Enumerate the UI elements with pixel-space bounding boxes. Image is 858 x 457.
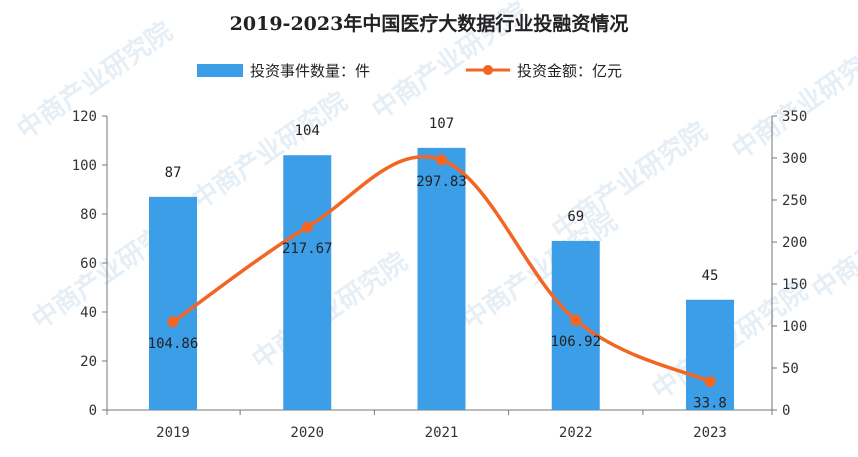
y-left-tick-label: 0	[89, 403, 97, 419]
line-value-label: 33.8	[693, 396, 727, 412]
line-value-label: 106.92	[550, 334, 601, 350]
y-right-tick-label: 50	[782, 361, 799, 377]
line-point	[167, 316, 179, 328]
line-point	[301, 221, 313, 233]
legend: 投资事件数量：件 投资金额：亿元	[197, 62, 622, 80]
bar-value-label: 87	[165, 165, 182, 181]
y-right-tick-label: 300	[782, 151, 807, 167]
y-right-tick-label: 250	[782, 193, 807, 209]
line-point	[436, 154, 447, 166]
x-tick-label: 2022	[559, 425, 593, 441]
y-left-tick-label: 60	[80, 256, 97, 272]
y-right-tick-label: 150	[782, 277, 807, 293]
line-series	[167, 154, 716, 388]
watermark-text: 中商产业研究院	[546, 116, 713, 246]
bar-value-label: 104	[295, 123, 320, 139]
x-tick-label: 2021	[425, 425, 459, 441]
data-labels: 87 104 107 69 45 104.86 217.67 297.83 106.92 33.8	[148, 116, 727, 412]
y-left-tick-label: 40	[80, 305, 97, 321]
bar-value-label: 69	[567, 209, 584, 225]
line-point	[570, 314, 582, 326]
line-value-label: 104.86	[148, 336, 199, 352]
y-right-tick-label: 0	[782, 403, 790, 419]
line-point	[704, 376, 716, 388]
y-right-tick-label: 200	[782, 235, 807, 251]
bar	[283, 155, 332, 410]
y-left-tick-label: 100	[72, 158, 97, 174]
y-left-tick-label: 20	[80, 354, 97, 370]
legend-line-label: 投资金额：亿元	[517, 62, 622, 80]
x-tick-label: 2020	[290, 425, 324, 441]
watermark-text: 中商产业研究院	[806, 176, 858, 306]
line-value-label: 297.83	[416, 174, 467, 190]
chart-title: 2019-2023年中国医疗大数据行业投融资情况	[230, 12, 629, 35]
bar	[417, 147, 466, 410]
watermark-text: 中商产业研究院	[11, 16, 178, 146]
bar	[686, 299, 734, 410]
y-left-tick-label: 120	[72, 109, 97, 125]
bar	[149, 196, 197, 410]
bar-value-label: 107	[429, 116, 454, 132]
y-right-tick-label: 350	[782, 109, 807, 125]
axes: 0 20 40 60 80 100 120 0 50 100 150 200 250 300 350 2019…	[72, 109, 808, 441]
y-right-tick-label: 100	[782, 319, 807, 335]
line-value-label: 217.67	[282, 241, 333, 257]
bar-value-label: 45	[702, 268, 719, 284]
legend-bar-swatch	[197, 64, 243, 77]
x-tick-label: 2019	[156, 425, 190, 441]
legend-bar-label: 投资事件数量：件	[250, 62, 370, 80]
legend-line-marker	[483, 65, 493, 75]
x-tick-label: 2023	[693, 425, 727, 441]
y-left-tick-label: 80	[80, 207, 97, 223]
watermark-text: 中商产业研究院	[726, 36, 858, 166]
